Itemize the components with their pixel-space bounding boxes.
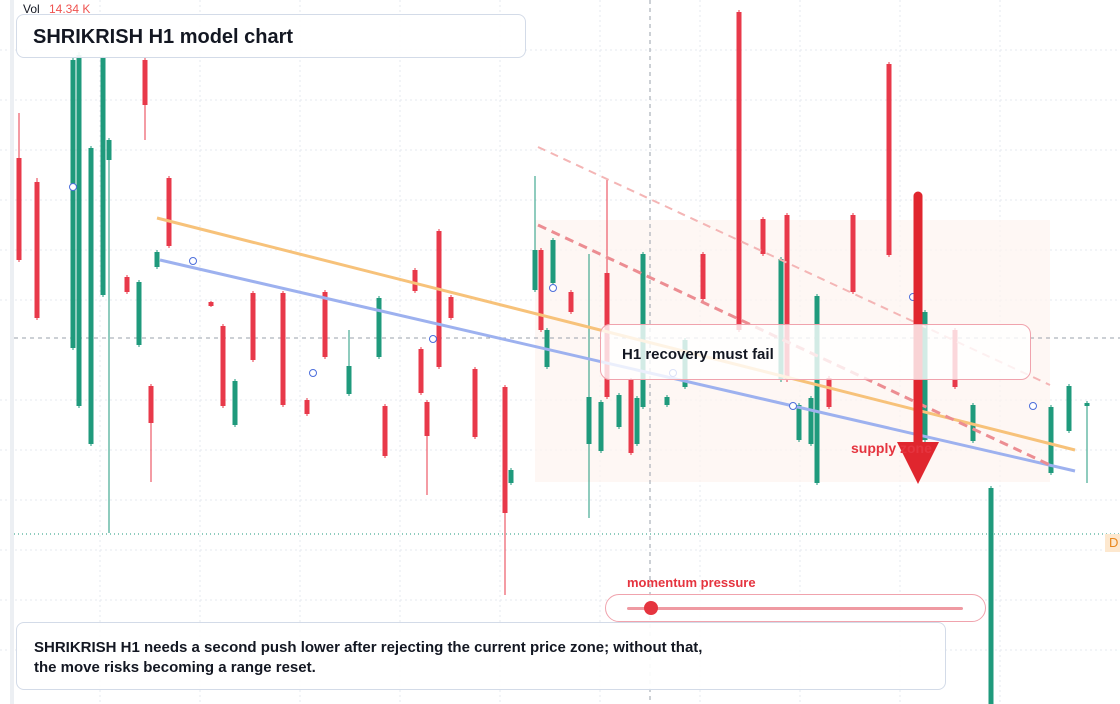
- red-dashed-line: [537, 223, 1051, 467]
- candle-body: [598, 402, 604, 451]
- candle-body: [586, 397, 592, 444]
- pink-dashed-line: [537, 146, 1051, 386]
- candle-body: [418, 349, 424, 393]
- candle-body: [826, 378, 832, 407]
- candle-body: [280, 293, 286, 405]
- candle-body: [850, 215, 856, 292]
- candle-body: [100, 58, 106, 295]
- candle-body: [88, 148, 94, 444]
- price-tag: D: [1105, 534, 1120, 552]
- slider-label: momentum pressure: [627, 575, 756, 590]
- candle-body: [382, 406, 388, 456]
- candle-body: [148, 386, 154, 423]
- candle-body: [634, 398, 640, 444]
- momentum-slider[interactable]: [605, 594, 986, 622]
- candle-body: [220, 326, 226, 406]
- candle-body: [988, 488, 994, 704]
- candle-body: [550, 240, 556, 283]
- candle-body: [568, 292, 574, 312]
- candle-body: [232, 381, 238, 425]
- candle-body: [502, 387, 508, 513]
- note-line: the move risks becoming a range reset.: [34, 659, 316, 676]
- note-box: SHRIKRISH H1 needs a second push lower a…: [16, 622, 946, 690]
- candle-body: [664, 397, 670, 405]
- candle-body: [142, 60, 148, 105]
- candle-body: [124, 277, 130, 292]
- candle-body: [1084, 403, 1090, 406]
- candle-body: [136, 282, 142, 345]
- candle-body: [778, 259, 784, 380]
- candle-body: [628, 380, 634, 453]
- candle-body: [322, 292, 328, 357]
- candle-body: [376, 298, 382, 357]
- candle-body: [700, 254, 706, 299]
- candle-body: [16, 158, 22, 260]
- volume-label: Vol: [23, 2, 40, 16]
- candle-body: [784, 215, 790, 380]
- note-line: SHRIKRISH H1 needs a second push lower a…: [34, 639, 703, 656]
- candle-body: [250, 293, 256, 360]
- candle-body: [532, 250, 538, 290]
- candle-body: [472, 369, 478, 437]
- candle-body: [76, 55, 82, 406]
- slider-track: [627, 607, 963, 610]
- title-box: SHRIKRISH H1 model chart: [16, 14, 526, 58]
- candle-body: [448, 297, 454, 318]
- candle-body: [538, 250, 544, 330]
- candle-body: [424, 402, 430, 436]
- candle-body: [1048, 407, 1054, 473]
- candle-body: [304, 400, 310, 414]
- callout-text: H1 recovery must fail: [622, 346, 774, 363]
- candle-body: [208, 302, 214, 306]
- candle-body: [436, 231, 442, 367]
- candle-body: [616, 395, 622, 427]
- candle-body: [70, 60, 76, 348]
- candle-body: [508, 470, 514, 483]
- down-arrow: [897, 191, 939, 484]
- candle-body: [34, 182, 40, 318]
- candle-body: [166, 178, 172, 246]
- candle-body: [1066, 386, 1072, 431]
- candle-body: [736, 12, 742, 330]
- volume-value: 14.34 K: [49, 2, 91, 16]
- candle-body: [886, 64, 892, 255]
- callout-box: H1 recovery must fail: [600, 324, 1031, 380]
- candle-body: [412, 270, 418, 291]
- candle-body: [346, 366, 352, 394]
- candle-body: [760, 219, 766, 254]
- candle-body: [154, 252, 160, 267]
- candle-body: [796, 405, 802, 440]
- chart-title: SHRIKRISH H1 model chart: [33, 26, 294, 48]
- candle-body: [106, 140, 112, 160]
- left-edge: [10, 0, 14, 704]
- slider-knob[interactable]: [644, 601, 658, 615]
- candle-body: [814, 296, 820, 483]
- candle-body: [808, 398, 814, 444]
- zone-label: supply zone: [851, 440, 932, 456]
